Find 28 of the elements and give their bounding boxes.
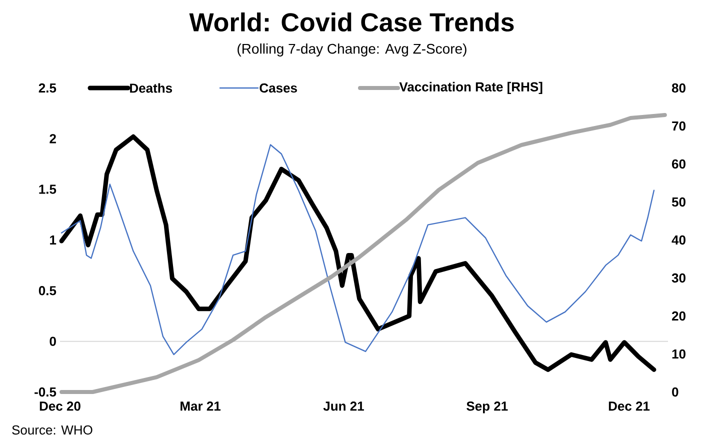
- x-tick-label: Sep 21: [466, 402, 508, 414]
- x-tick-label: Dec 21: [608, 402, 650, 411]
- y2-tick-label: 80: [672, 83, 686, 93]
- y-tick-label: 0: [50, 336, 56, 346]
- legend-label: Vaccination Rate [RHS]: [399, 82, 542, 94]
- source-note: Source: WHO: [12, 425, 92, 435]
- legend-label: Cases: [260, 83, 297, 93]
- y-tick-label: -0.5: [34, 387, 56, 397]
- y2-tick-label: 60: [672, 159, 686, 169]
- y-tick-label: 0.5: [38, 286, 56, 296]
- y2-tick-label: 70: [672, 121, 686, 131]
- legend-label: Deaths: [130, 83, 172, 93]
- line-series: [60, 112, 667, 394]
- y2-tick-label: 40: [672, 235, 686, 245]
- chart-subtitle: (Rolling 7-day Change: Avg Z-Score): [238, 43, 466, 57]
- y2-tick-label: 30: [672, 273, 686, 283]
- y2-tick-label: 0: [672, 387, 678, 397]
- y-tick-label: 2: [50, 134, 56, 144]
- y2-tick-label: 10: [672, 349, 686, 359]
- y-tick-label: 2.5: [38, 83, 56, 93]
- x-tick-label: Mar 21: [180, 402, 221, 411]
- y-tick-label: 1.5: [39, 184, 56, 194]
- y2-tick-label: 20: [672, 311, 686, 321]
- chart-title: World: Covid Case Trends: [189, 12, 514, 32]
- x-tick-label: Jun 21: [323, 402, 364, 411]
- y2-tick-label: 50: [672, 197, 686, 207]
- x-tick-label: Dec 20: [40, 402, 80, 411]
- y-tick-label: 1: [50, 236, 56, 244]
